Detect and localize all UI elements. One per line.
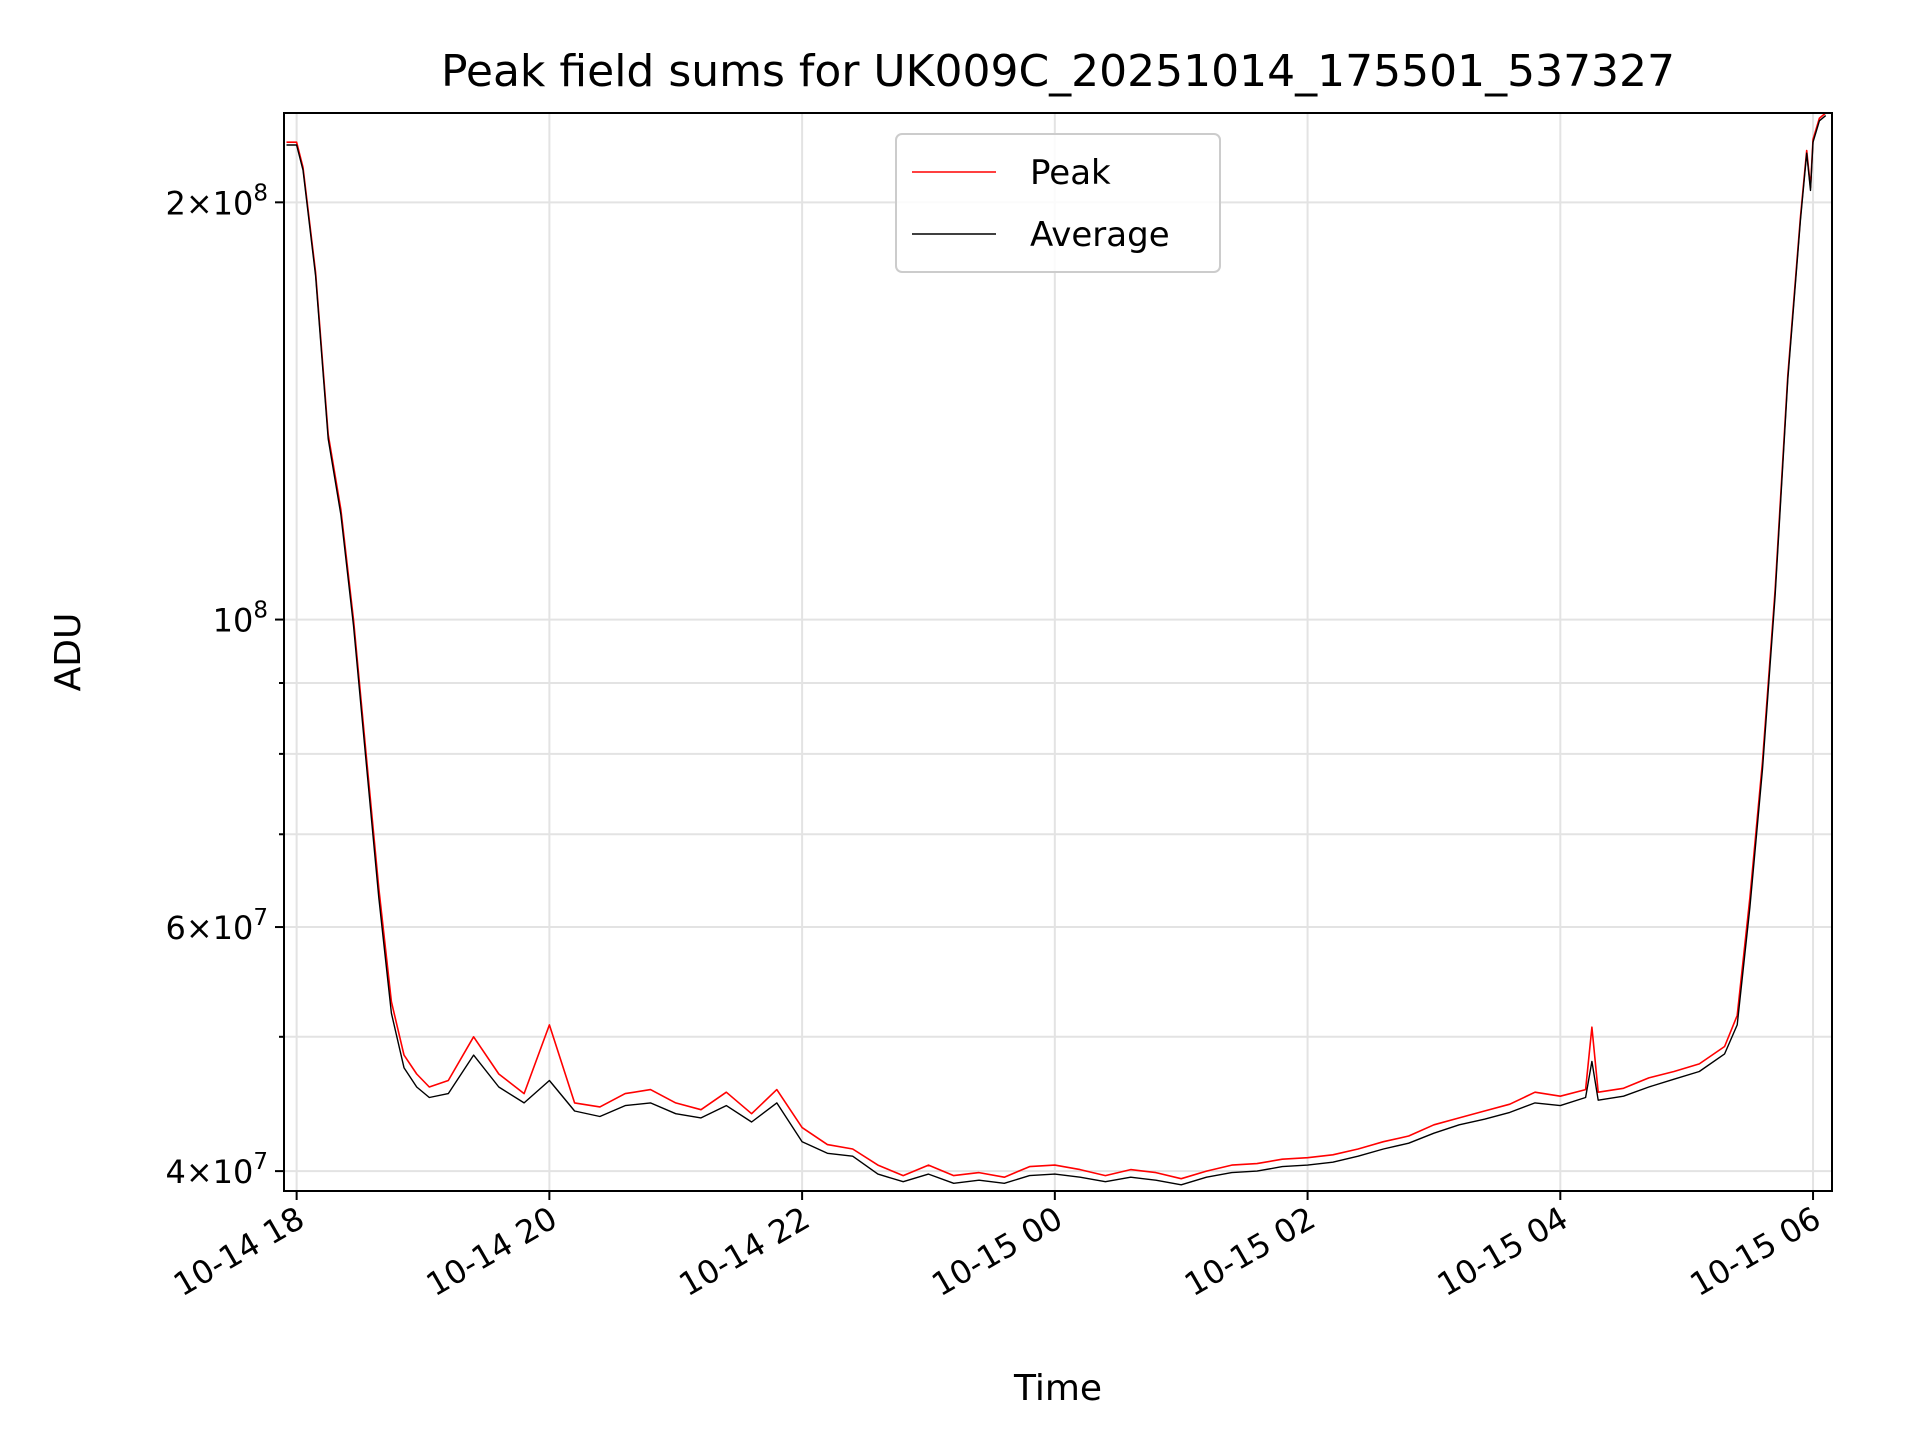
legend-peak-label: Peak xyxy=(1030,153,1111,193)
plot-frame xyxy=(283,112,1833,1192)
series-layer xyxy=(286,112,1827,1186)
x-axis-label: Time xyxy=(1013,1368,1102,1409)
y-tick-label: 6×107 xyxy=(165,905,268,947)
y-tick-label: 2×108 xyxy=(165,180,268,222)
legend: Peak Average xyxy=(895,133,1221,273)
legend-average-label: Average xyxy=(1030,215,1170,255)
series-line-peak xyxy=(286,112,1827,1180)
legend-box xyxy=(895,133,1221,273)
series-line-average xyxy=(286,115,1827,1186)
chart-title: Peak field sums for UK009C_20251014_1755… xyxy=(441,46,1675,97)
y-axis-label: ADU xyxy=(48,613,89,692)
y-tick-label: 4×107 xyxy=(165,1149,268,1191)
y-tick-label: 108 xyxy=(213,598,268,640)
